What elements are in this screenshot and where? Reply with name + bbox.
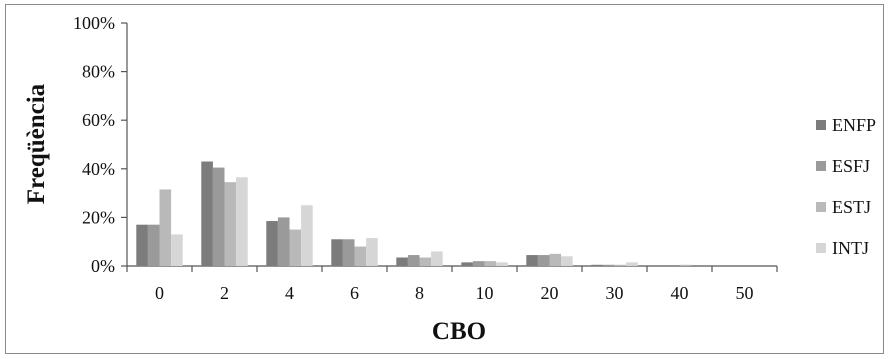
bar-estj-40 <box>679 264 692 266</box>
x-tick-label: 2 <box>220 283 229 303</box>
x-tick-label: 10 <box>476 283 494 303</box>
x-axis-ticks: 0 2 4 6 8 10 20 30 40 50 <box>126 266 778 303</box>
x-tick-label: 20 <box>541 283 559 303</box>
x-tick-label: 40 <box>671 283 689 303</box>
legend-label-esfj: ESFJ <box>832 156 870 176</box>
bar-estj-4 <box>289 229 302 266</box>
y-axis-title: Freqüència <box>23 83 50 204</box>
bar-esfj-6 <box>342 239 355 266</box>
bar-enfp-10 <box>461 262 473 266</box>
bar-enfp-30 <box>591 264 603 266</box>
x-tick-label: 6 <box>350 283 359 303</box>
bar-intj-0 <box>171 234 183 266</box>
bar-esfj-2 <box>212 167 225 266</box>
bar-estj-6 <box>354 246 367 266</box>
legend-swatch-estj <box>816 202 826 212</box>
y-tick-label: 0% <box>91 256 115 276</box>
bar-estj-8 <box>419 257 432 266</box>
bar-estj-2 <box>224 182 237 266</box>
bar-esfj-30 <box>602 264 615 266</box>
bar-enfp-4 <box>266 221 278 266</box>
y-tick-label: 60% <box>82 110 115 130</box>
y-tick-label: 80% <box>82 62 115 82</box>
y-axis-ticks: 0% 20% 40% 60% 80% 100% <box>73 13 127 276</box>
x-tick-label: 8 <box>415 283 424 303</box>
x-tick-label: 4 <box>285 283 294 303</box>
y-tick-label: 20% <box>82 207 115 227</box>
chart-frame <box>5 4 884 354</box>
bar-enfp-20 <box>526 255 538 266</box>
bar-intj-8 <box>431 251 443 266</box>
legend-label-enfp: ENFP <box>832 115 876 135</box>
bar-intj-4 <box>301 205 313 266</box>
x-tick-label: 50 <box>736 283 754 303</box>
bar-esfj-0 <box>147 224 160 266</box>
bar-esfj-10 <box>472 261 485 266</box>
bar-estj-0 <box>159 189 172 266</box>
bar-enfp-6 <box>331 239 343 266</box>
legend-label-intj: INTJ <box>832 238 869 258</box>
bar-esfj-20 <box>537 255 550 266</box>
bar-series-group <box>136 161 692 266</box>
bar-estj-20 <box>549 253 562 266</box>
legend-label-estj: ESTJ <box>832 197 871 217</box>
legend: ENFP ESFJ ESTJ INTJ <box>816 115 876 258</box>
bar-intj-2 <box>236 177 248 266</box>
bar-estj-30 <box>614 264 627 266</box>
legend-swatch-esfj <box>816 161 826 171</box>
bar-estj-10 <box>484 261 497 266</box>
legend-swatch-intj <box>816 243 826 253</box>
y-tick-label: 40% <box>82 159 115 179</box>
bar-intj-10 <box>496 262 508 266</box>
bar-enfp-0 <box>136 224 148 266</box>
bar-enfp-2 <box>201 161 213 266</box>
bar-intj-6 <box>366 238 378 266</box>
y-tick-label: 100% <box>73 13 115 33</box>
x-tick-label: 30 <box>606 283 624 303</box>
x-axis-title: CBO <box>432 318 486 345</box>
bar-enfp-8 <box>396 257 408 266</box>
bar-intj-20 <box>561 256 573 266</box>
legend-swatch-enfp <box>816 120 826 130</box>
x-tick-label: 0 <box>155 283 164 303</box>
bar-intj-30 <box>626 262 638 266</box>
bar-esfj-8 <box>407 255 420 266</box>
bar-esfj-4 <box>277 217 290 266</box>
